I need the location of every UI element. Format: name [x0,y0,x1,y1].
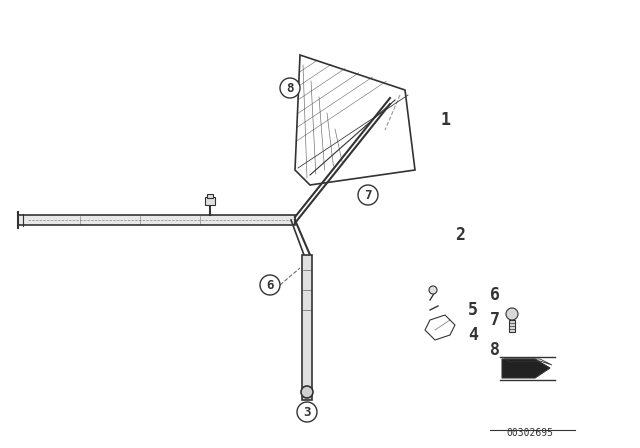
FancyBboxPatch shape [302,255,312,400]
Text: 8: 8 [286,82,294,95]
FancyBboxPatch shape [205,197,215,205]
Text: 4: 4 [468,326,478,344]
Text: 5: 5 [468,301,478,319]
Text: 6: 6 [266,279,274,292]
FancyBboxPatch shape [207,194,213,198]
FancyBboxPatch shape [509,320,515,332]
Text: 3: 3 [303,405,311,418]
Circle shape [429,286,437,294]
Text: 8: 8 [490,341,500,359]
Text: 7: 7 [364,189,372,202]
Text: 6: 6 [490,286,500,304]
Circle shape [297,402,317,422]
Text: 00302695: 00302695 [506,428,554,438]
Circle shape [260,275,280,295]
Circle shape [280,78,300,98]
Text: 1: 1 [440,111,450,129]
Circle shape [301,386,313,398]
Circle shape [506,308,518,320]
Circle shape [358,185,378,205]
Text: 7: 7 [490,311,500,329]
Text: 2: 2 [455,226,465,244]
Polygon shape [502,359,550,378]
FancyBboxPatch shape [18,215,295,225]
